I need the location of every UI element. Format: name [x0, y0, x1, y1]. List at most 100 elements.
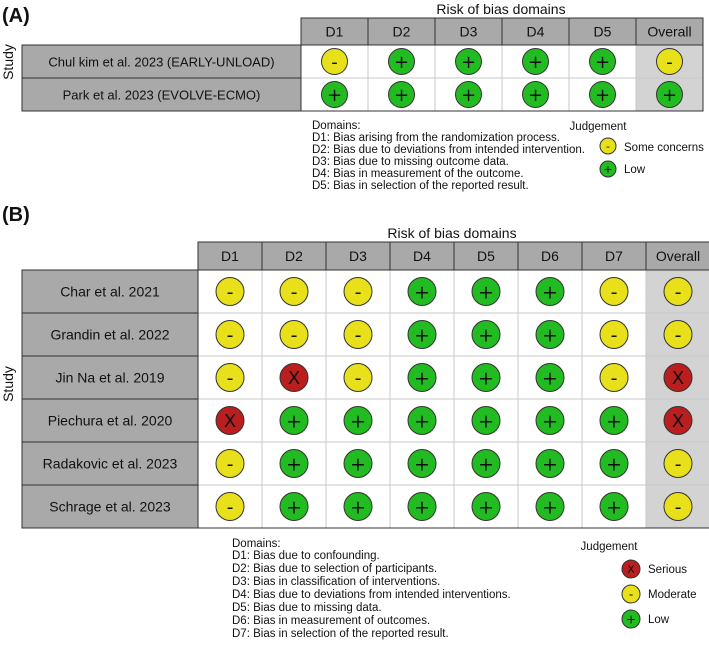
judgement-symbol-low: + [535, 406, 565, 435]
judgement-symbol-moderate: - [663, 492, 693, 521]
judgement-symbol-low: + [279, 449, 309, 478]
judgement-symbol-serious: X [279, 363, 309, 392]
judgement-symbol-low-glyph: + [350, 410, 366, 432]
judgement-symbol-low-circle [407, 492, 437, 521]
judgement-symbol-low-circle [522, 48, 549, 75]
legend-serious: X [621, 559, 641, 579]
judgement-symbol-low-glyph: + [286, 410, 302, 432]
judgement-symbol-moderate: - [599, 277, 629, 306]
panel-b-domain-desc-2: D2: Bias due to selection of participant… [232, 563, 437, 575]
judgement-symbol-low: + [407, 406, 437, 435]
judgement-symbol-low-glyph: + [394, 85, 409, 106]
judgement-symbol-low-circle [407, 277, 437, 306]
judgement-symbol-low: + [656, 81, 683, 108]
judgement-symbol-moderate: - [599, 320, 629, 349]
judgement-symbol-moderate-circle [215, 277, 245, 306]
legend-low-b-glyph: + [626, 612, 636, 626]
judgement-symbol-low-glyph: + [542, 410, 558, 432]
judgement-symbol-moderate: - [663, 449, 693, 478]
panel-b-domain-desc-3: D3: Bias in classification of interventi… [232, 576, 440, 588]
judgement-symbol-low: + [279, 492, 309, 521]
judgement-symbol-low-circle [535, 320, 565, 349]
judgement-symbol-low-glyph: + [542, 496, 558, 518]
domain-header-d3: D3 [460, 24, 478, 40]
panel-b-label: (B) [2, 204, 30, 226]
judgement-symbol-low-circle [455, 48, 482, 75]
judgement-symbol-moderate-circle [663, 492, 693, 521]
domain-header-cell [645, 241, 709, 271]
judgement-symbol-low-circle [471, 492, 501, 521]
judgement-symbol-moderate-glyph: - [355, 281, 362, 303]
study-name: Grandin et al. 2022 [50, 327, 169, 343]
judgement-symbol-low-circle [407, 363, 437, 392]
judgement-symbol-low-circle [471, 320, 501, 349]
legend-serious-symbol: X [621, 559, 641, 579]
panel-b-domain-desc-1: D1: Bias due to confounding. [232, 550, 380, 562]
judgement-symbol-moderate-glyph: - [611, 281, 618, 303]
judgement-symbol-low-glyph: + [286, 453, 302, 475]
judgement-symbol-serious: X [663, 363, 693, 392]
panel-b-domain-desc-4: D4: Bias due to deviations from intended… [232, 589, 511, 601]
judgement-symbol-some-circle [321, 48, 348, 75]
judgement-symbol-serious-glyph: X [672, 368, 684, 389]
judgement-symbol-low-glyph: + [414, 281, 430, 303]
judgement-symbol-moderate-circle [599, 277, 629, 306]
judgement-symbol-low: + [589, 48, 616, 75]
judgement-symbol-moderate: - [215, 320, 245, 349]
judgement-symbol-low: + [522, 48, 549, 75]
judgement-symbol-moderate-circle [215, 320, 245, 349]
judgement-symbol-low: + [343, 406, 373, 435]
judgement-symbol-low-glyph: + [606, 496, 622, 518]
judgement-symbol-low: + [407, 277, 437, 306]
judgement-symbol-low-circle [279, 449, 309, 478]
panel-b-domain-desc-5: D5: Bias due to missing data. [232, 602, 382, 614]
judgement-symbol-serious-glyph: X [224, 411, 236, 432]
judgement-symbol-low-circle [599, 449, 629, 478]
grid-border [197, 269, 709, 529]
panel-b-judgement-legend: Judgement X Serious - Moderate + Low [581, 541, 697, 629]
judgement-symbol-low-glyph: + [350, 453, 366, 475]
panel-a-title: Risk of bias domains [436, 1, 565, 17]
judgement-symbol-low-circle [471, 449, 501, 478]
judgement-symbol-low-circle [535, 363, 565, 392]
panel-b-judgement-title: Judgement [581, 541, 639, 553]
legend-some-concerns-circle [599, 137, 617, 155]
judgement-symbol-some-circle [656, 48, 683, 75]
study-label-cell [21, 77, 302, 112]
judgement-symbol-low-circle [535, 449, 565, 478]
panel-b-study-axis-label: Study [0, 366, 16, 402]
judgement-symbol-moderate-circle [215, 492, 245, 521]
judgement-symbol-moderate: - [279, 277, 309, 306]
study-label-cell [21, 398, 199, 443]
domain-header-cell [325, 241, 391, 271]
judgement-symbol-serious-circle [663, 363, 693, 392]
judgement-symbol-moderate-glyph: - [291, 281, 298, 303]
panel-a: (A) Risk of bias domains Study D1 D2 D3 D4 D… [0, 1, 704, 192]
judgement-symbol-low-glyph: + [414, 410, 430, 432]
judgement-symbol-serious: X [215, 406, 245, 435]
judgement-symbol-moderate-glyph: - [355, 367, 362, 389]
judgement-symbol-moderate-glyph: - [355, 324, 362, 346]
judgement-symbol-moderate-circle [599, 363, 629, 392]
panel-b-title: Risk of bias domains [387, 225, 516, 241]
judgement-symbol-low: + [407, 363, 437, 392]
judgement-symbol-low: + [388, 48, 415, 75]
judgement-symbol-low: + [471, 449, 501, 478]
judgement-symbol-moderate-glyph: - [227, 496, 234, 518]
study-name: Park et al. 2023 (EVOLVE-ECMO) [63, 88, 261, 103]
judgement-symbol-low-circle [407, 406, 437, 435]
panel-b-domain-desc-7: D7: Bias in selection of the reported re… [232, 628, 449, 640]
judgement-symbol-low: + [535, 492, 565, 521]
panel-b: (B) Risk of bias domains Study D1 D2 D3 D4 D… [0, 204, 709, 640]
judgement-symbol-low-circle [455, 81, 482, 108]
judgement-symbol-low-glyph: + [542, 324, 558, 346]
judgement-symbol-low-circle [599, 492, 629, 521]
judgement-symbol-low: + [343, 449, 373, 478]
legend-moderate-symbol: - [621, 584, 641, 604]
panel-a-domain-desc-1: D1: Bias arising from the randomization … [312, 132, 560, 144]
legend-some-concerns-symbol: - [599, 137, 617, 155]
judgement-symbol-low: + [535, 363, 565, 392]
study-name: Chul kim et al. 2023 (EARLY-UNLOAD) [48, 55, 274, 70]
judgement-symbol-moderate-glyph: - [675, 453, 682, 475]
